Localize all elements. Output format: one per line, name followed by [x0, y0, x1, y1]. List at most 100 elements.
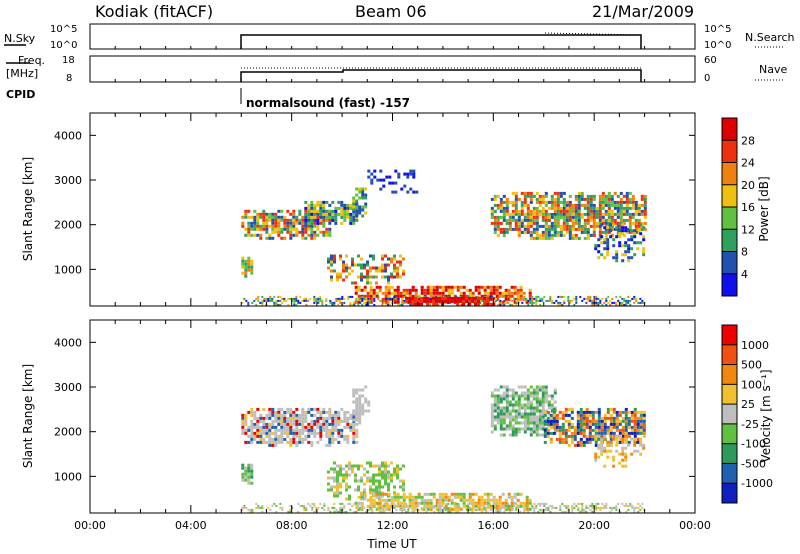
data-cell — [333, 257, 336, 261]
data-cell — [241, 259, 245, 263]
data-cell — [610, 203, 614, 207]
data-cell — [409, 303, 412, 306]
data-cell — [393, 295, 396, 298]
nsearch-line — [544, 32, 642, 36]
data-cell — [346, 425, 350, 429]
data-cell — [529, 200, 533, 204]
data-cell — [507, 495, 511, 499]
data-cell — [517, 212, 521, 216]
data-cell — [575, 301, 578, 304]
data-cell — [396, 294, 400, 298]
data-cell — [550, 394, 554, 398]
data-cell — [280, 434, 284, 438]
data-cell — [589, 203, 593, 207]
data-cell — [292, 428, 296, 432]
data-cell — [502, 227, 506, 231]
data-cell — [529, 409, 533, 413]
data-cell — [490, 424, 494, 428]
data-cell — [621, 244, 625, 248]
data-cell — [618, 428, 622, 432]
data-cell — [559, 303, 562, 306]
data-cell — [607, 224, 611, 228]
data-cell — [334, 428, 338, 432]
data-cell — [595, 506, 598, 509]
data-cell — [535, 215, 539, 219]
data-cell — [402, 269, 405, 273]
data-cell — [520, 391, 524, 395]
data-cell — [505, 403, 509, 407]
data-cell — [247, 475, 251, 479]
data-cell — [550, 227, 554, 231]
data-cell — [568, 206, 572, 210]
data-cell — [383, 301, 386, 304]
data-cell — [633, 413, 637, 417]
data-cell — [265, 221, 269, 225]
data-cell — [363, 495, 367, 499]
data-cell — [453, 504, 457, 508]
data-cell — [397, 175, 401, 179]
velocity-data — [241, 385, 646, 513]
data-cell — [613, 200, 617, 204]
data-cell — [373, 175, 377, 179]
data-cell — [493, 397, 497, 401]
data-cell — [247, 224, 251, 228]
data-cell — [319, 425, 323, 429]
data-cell — [402, 464, 405, 468]
data-cell — [342, 467, 345, 471]
data-cell — [535, 295, 538, 298]
data-cell — [381, 510, 384, 513]
data-cell — [250, 475, 254, 479]
data-cell — [292, 209, 296, 213]
data-cell — [636, 428, 640, 432]
data-cell — [486, 291, 490, 295]
data-cell — [538, 212, 542, 216]
data-cell — [541, 424, 545, 428]
data-cell — [333, 485, 336, 489]
data-cell — [371, 297, 374, 300]
data-cell — [480, 498, 484, 502]
data-cell — [591, 510, 594, 513]
data-cell — [573, 303, 576, 306]
data-cell — [630, 431, 634, 435]
data-cell — [610, 224, 614, 228]
data-cell — [322, 410, 326, 414]
data-cell — [335, 297, 338, 300]
data-cell — [585, 297, 588, 300]
data-cell — [377, 297, 380, 300]
data-cell — [543, 508, 546, 511]
data-cell — [591, 428, 595, 432]
data-cell — [633, 410, 637, 414]
data-cell — [513, 285, 517, 289]
data-cell — [345, 464, 348, 468]
data-cell — [394, 190, 398, 194]
data-cell — [580, 230, 584, 234]
data-cell — [496, 224, 500, 228]
data-cell — [361, 299, 364, 302]
data-cell — [496, 194, 500, 198]
data-cell — [600, 449, 604, 453]
data-cell — [549, 297, 552, 300]
data-cell — [345, 488, 348, 492]
data-cell — [315, 297, 318, 300]
data-cell — [553, 209, 557, 213]
data-cell — [531, 506, 534, 509]
data-cell — [313, 301, 316, 304]
data-cell — [310, 212, 314, 216]
data-cell — [423, 504, 426, 507]
data-cell — [599, 506, 602, 509]
data-cell — [529, 433, 533, 437]
data-cell — [328, 413, 332, 417]
data-cell — [553, 203, 557, 207]
data-cell — [349, 206, 353, 210]
data-cell — [541, 206, 545, 210]
data-cell — [533, 301, 536, 304]
data-cell — [637, 502, 640, 505]
data-cell — [369, 291, 373, 295]
data-cell — [557, 295, 560, 298]
data-cell — [250, 268, 254, 272]
data-cell — [455, 502, 458, 505]
data-cell — [520, 203, 524, 207]
data-cell — [317, 506, 320, 509]
data-cell — [627, 431, 631, 435]
